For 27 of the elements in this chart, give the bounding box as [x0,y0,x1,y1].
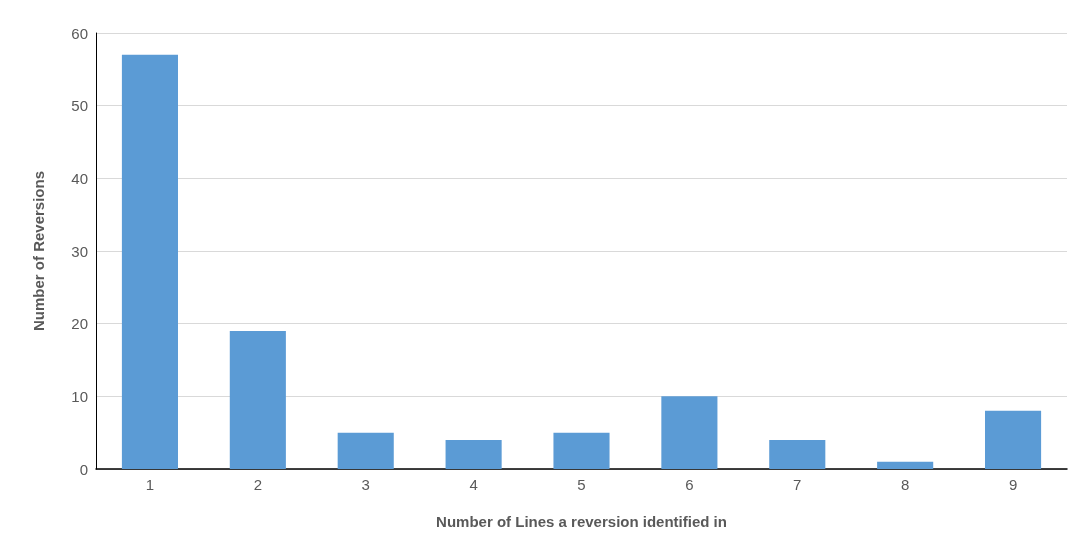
bar [121,54,178,469]
bar [769,439,826,469]
y-tick-label: 30 [71,242,88,260]
bar [229,330,286,469]
x-tick-label: 9 [1008,476,1018,493]
x-tick-label: 1 [145,476,155,493]
x-axis-title: Number of Lines a reversion identified in [436,513,727,530]
x-tick-label: 4 [469,476,478,493]
bar [877,461,934,469]
bar [661,396,718,469]
x-tick-label: 7 [793,476,802,493]
x-tick-label: 2 [253,476,263,493]
x-tick-label: 6 [685,476,694,493]
x-tick-label: 3 [361,476,370,493]
bar [985,410,1042,469]
y-tick-label: 40 [71,169,88,187]
y-axis-title: Number of Reversions [30,170,47,332]
bar [553,432,610,469]
y-tick-label: 50 [71,97,88,115]
bar [445,439,502,469]
x-tick-label: 5 [577,476,586,493]
y-tick-label: 60 [71,24,88,42]
x-tick-label: 8 [900,476,910,493]
y-tick-label: 10 [71,387,88,405]
y-tick-label: 20 [71,315,88,333]
y-tick-label: 0 [79,460,88,478]
bar [337,432,394,469]
